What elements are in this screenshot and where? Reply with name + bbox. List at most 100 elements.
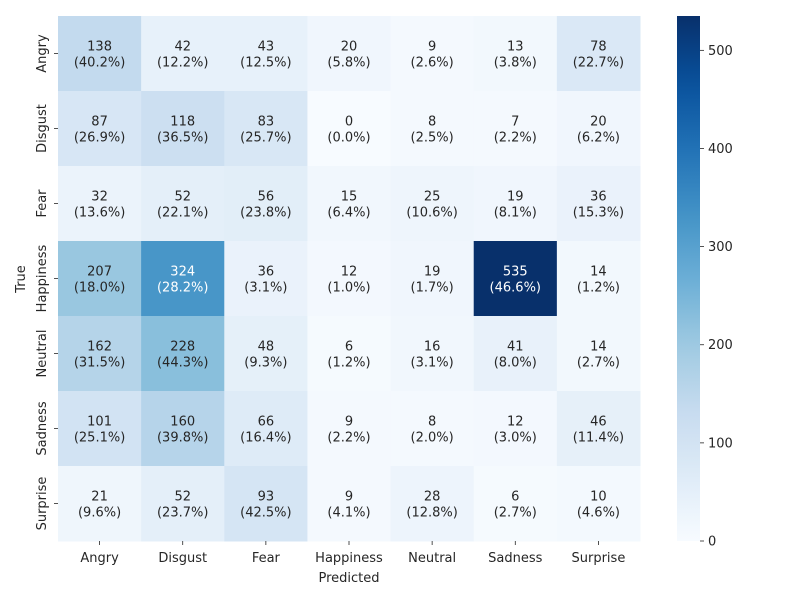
cell-percent-label: (10.6%) (406, 206, 457, 221)
cell-count-label: 14 (590, 265, 607, 280)
cell-count-label: 46 (590, 415, 607, 430)
cell-percent-label: (2.5%) (411, 131, 454, 146)
colorbar-tick-label: 0 (708, 535, 716, 550)
cell-count-label: 20 (590, 115, 607, 130)
cell-count-label: 52 (174, 190, 191, 205)
cell-count-label: 9 (345, 490, 353, 505)
y-tick-label: Disgust (35, 104, 50, 153)
cell-count-label: 14 (590, 340, 607, 355)
cell-count-label: 83 (258, 115, 275, 130)
x-tick-label: Neutral (408, 551, 456, 566)
cell-count-label: 19 (424, 265, 441, 280)
cell-count-label: 9 (345, 415, 353, 430)
cell-percent-label: (39.8%) (157, 431, 208, 446)
y-tick-label: Happiness (35, 244, 50, 312)
cell-count-label: 66 (258, 415, 275, 430)
cell-count-label: 118 (170, 115, 195, 130)
cell-percent-label: (18.0%) (74, 281, 125, 296)
y-tick-label: Angry (35, 34, 50, 73)
cell-percent-label: (0.0%) (327, 131, 370, 146)
cell-count-label: 87 (91, 115, 108, 130)
cell-count-label: 207 (87, 265, 112, 280)
cell-count-label: 48 (258, 340, 275, 355)
cell-percent-label: (5.8%) (327, 56, 370, 71)
cell-percent-label: (4.6%) (577, 506, 620, 521)
cell-percent-label: (25.1%) (74, 431, 125, 446)
cell-count-label: 16 (424, 340, 441, 355)
cell-count-label: 324 (170, 265, 195, 280)
y-axis-label: True (14, 265, 29, 294)
cell-count-label: 535 (503, 265, 528, 280)
cell-count-label: 19 (507, 190, 524, 205)
cell-percent-label: (1.7%) (411, 281, 454, 296)
cell-count-label: 21 (91, 490, 108, 505)
cell-count-label: 42 (174, 40, 191, 55)
cell-percent-label: (16.4%) (240, 431, 291, 446)
cell-percent-label: (6.2%) (577, 131, 620, 146)
colorbar-tick-label: 300 (708, 240, 733, 255)
y-tick-label: Fear (35, 189, 50, 218)
cell-percent-label: (44.3%) (157, 356, 208, 371)
cell-percent-label: (22.1%) (157, 206, 208, 221)
y-tick-label: Sadness (35, 401, 50, 455)
x-tick-label: Fear (252, 551, 281, 566)
cell-count-label: 10 (590, 490, 607, 505)
cell-percent-label: (9.6%) (78, 506, 121, 521)
cell-count-label: 56 (258, 190, 275, 205)
x-axis-ticks: Angry Disgust Fear Happiness Neutral Sadness S… (80, 541, 625, 566)
cell-percent-label: (28.2%) (157, 281, 208, 296)
cell-count-label: 138 (87, 40, 112, 55)
cell-count-label: 8 (428, 115, 436, 130)
x-tick-label: Happiness (315, 551, 383, 566)
cell-percent-label: (3.0%) (494, 431, 537, 446)
cell-count-label: 160 (170, 415, 195, 430)
cell-percent-label: (22.7%) (573, 56, 624, 71)
cell-percent-label: (3.1%) (244, 281, 287, 296)
cell-percent-label: (1.2%) (577, 281, 620, 296)
cell-percent-label: (8.0%) (494, 356, 537, 371)
cell-count-label: 9 (428, 40, 436, 55)
cell-percent-label: (11.4%) (573, 431, 624, 446)
cell-percent-label: (2.2%) (327, 431, 370, 446)
cell-count-label: 36 (258, 265, 275, 280)
cell-count-label: 6 (345, 340, 353, 355)
cell-count-label: 52 (174, 490, 191, 505)
cell-count-label: 78 (590, 40, 607, 55)
cell-percent-label: (25.7%) (240, 131, 291, 146)
y-tick-label: Neutral (35, 330, 50, 378)
x-tick-label: Angry (80, 551, 119, 566)
cell-count-label: 101 (87, 415, 112, 430)
cell-percent-label: (2.7%) (577, 356, 620, 371)
cell-count-label: 43 (258, 40, 275, 55)
cell-percent-label: (8.1%) (494, 206, 537, 221)
cell-percent-label: (3.1%) (411, 356, 454, 371)
cell-percent-label: (9.3%) (244, 356, 287, 371)
x-tick-label: Disgust (158, 551, 207, 566)
y-tick-label: Surprise (35, 477, 50, 531)
x-tick-label: Sadness (488, 551, 542, 566)
cell-count-label: 0 (345, 115, 353, 130)
y-axis-ticks: Angry Disgust Fear Happiness Neutral Sadness S… (35, 34, 58, 530)
colorbar (677, 16, 700, 541)
cell-count-label: 228 (170, 340, 195, 355)
cell-count-label: 36 (590, 190, 607, 205)
cell-percent-label: (2.2%) (494, 131, 537, 146)
cell-count-label: 6 (511, 490, 519, 505)
x-tick-label: Surprise (572, 551, 626, 566)
cell-count-label: 25 (424, 190, 441, 205)
cell-percent-label: (6.4%) (327, 206, 370, 221)
x-axis-label: Predicted (318, 571, 379, 586)
cell-count-label: 41 (507, 340, 524, 355)
cell-percent-label: (12.8%) (406, 506, 457, 521)
cell-percent-label: (26.9%) (74, 131, 125, 146)
cell-percent-label: (1.0%) (327, 281, 370, 296)
cell-percent-label: (40.2%) (74, 56, 125, 71)
cell-count-label: 93 (258, 490, 275, 505)
cell-percent-label: (2.0%) (411, 431, 454, 446)
cell-count-label: 7 (511, 115, 519, 130)
cell-percent-label: (12.2%) (157, 56, 208, 71)
cell-count-label: 13 (507, 40, 524, 55)
colorbar-tick-label: 200 (708, 338, 733, 353)
cell-percent-label: (46.6%) (490, 281, 541, 296)
